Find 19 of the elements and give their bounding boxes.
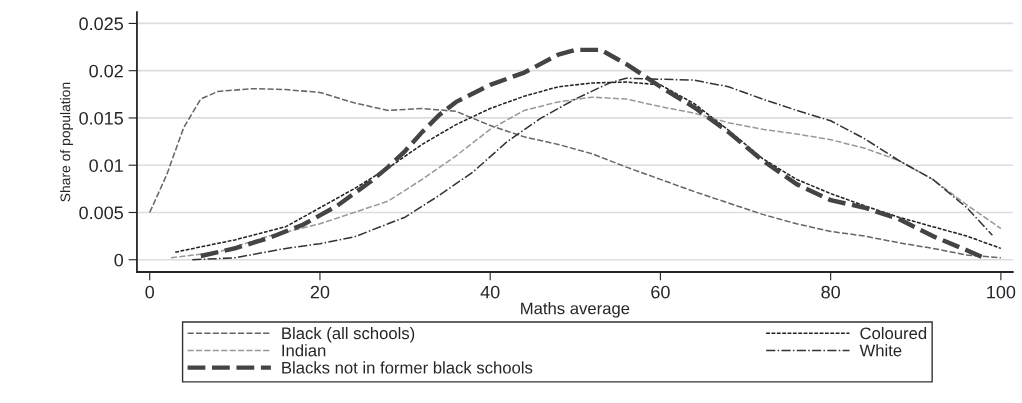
y-tick-label: 0.015 bbox=[79, 111, 123, 125]
legend-label: Blacks not in former black schools bbox=[282, 361, 533, 374]
x-axis-title: Maths average bbox=[521, 302, 630, 318]
x-tick-label: 20 bbox=[310, 285, 330, 299]
legend-label: White bbox=[859, 344, 902, 357]
x-tick-label: 100 bbox=[987, 285, 1016, 299]
legend-label: Indian bbox=[282, 344, 326, 357]
legend-label: Black (all schools) bbox=[282, 326, 415, 343]
x-tick-label: 40 bbox=[480, 285, 500, 299]
legend-label: Coloured bbox=[860, 326, 927, 340]
x-tick-label: 80 bbox=[821, 285, 840, 299]
y-axis-title: Share of population bbox=[60, 82, 74, 202]
y-tick-label: 0.025 bbox=[79, 17, 123, 31]
y-tick-label: 0.005 bbox=[79, 206, 123, 220]
y-tick-label: 0.01 bbox=[89, 159, 123, 172]
y-tick-label: 0 bbox=[114, 253, 124, 267]
x-tick-label: 60 bbox=[651, 285, 670, 299]
x-tick-label: 0 bbox=[145, 285, 155, 299]
y-tick-label: 0.02 bbox=[89, 64, 123, 78]
